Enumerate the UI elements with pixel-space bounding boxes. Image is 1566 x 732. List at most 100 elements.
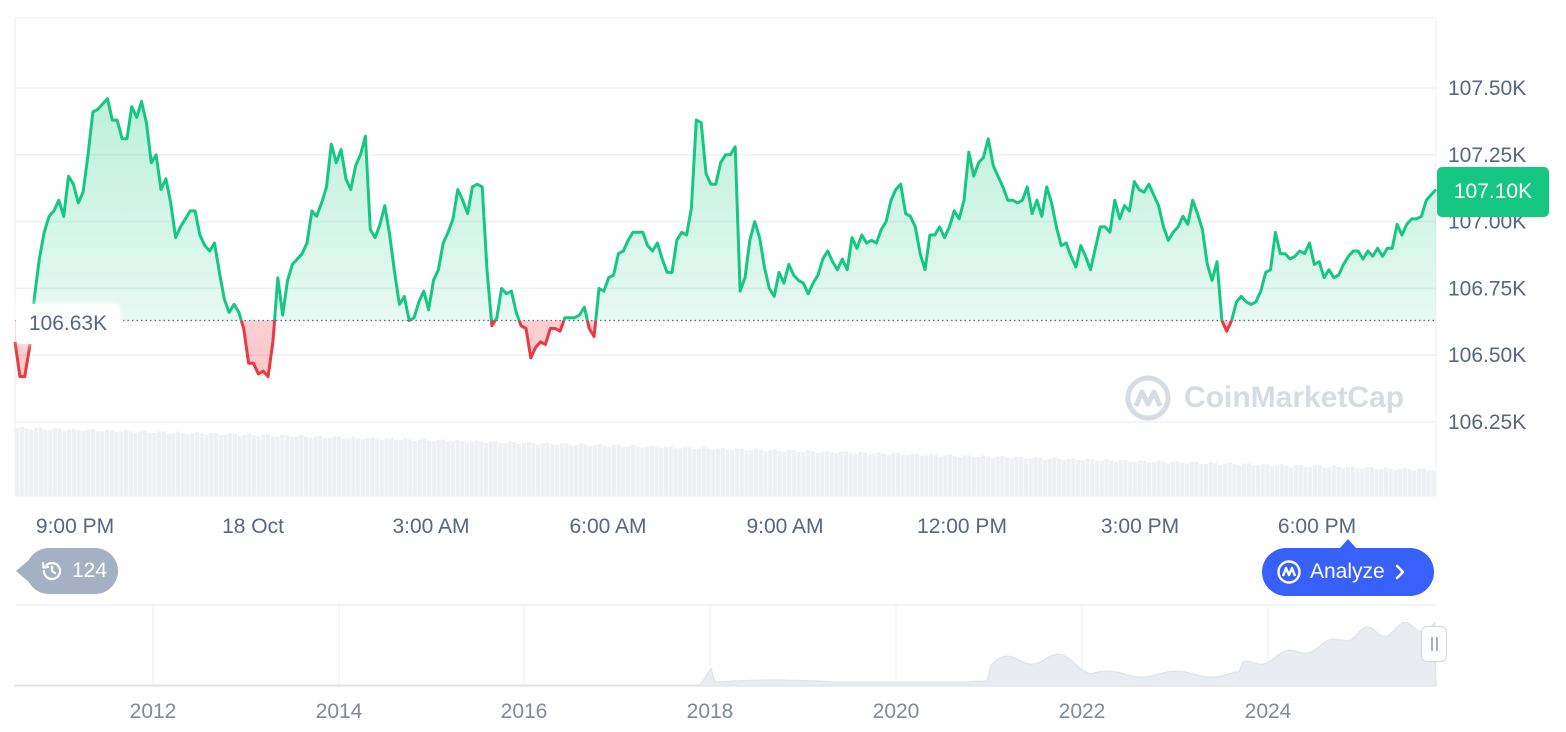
volume-bar (1213, 463, 1218, 496)
volume-bar (834, 453, 839, 496)
volume-bar (483, 443, 489, 496)
volume-bar (1052, 457, 1057, 496)
analyze-button[interactable]: Analyze (1262, 539, 1434, 596)
volume-bar (592, 445, 598, 496)
volume-bar (668, 446, 673, 496)
navigator-year-label: 2016 (501, 700, 548, 723)
volume-bar (1184, 463, 1190, 496)
volume-bar (621, 446, 626, 496)
volume-bar (782, 451, 787, 496)
volume-bar (531, 443, 536, 496)
volume-bar (791, 450, 796, 496)
navigator[interactable]: 2012 2014 2016 2018 2020 2022 2024 (14, 604, 1437, 723)
volume-bar (38, 427, 43, 496)
volume-bar (1099, 460, 1104, 496)
volume-bar (384, 438, 389, 496)
volume-bar (607, 446, 612, 496)
volume-bar (247, 433, 252, 496)
volume-bar (573, 445, 579, 496)
volume-bar (43, 429, 48, 496)
x-tick-label: 6:00 PM (1278, 515, 1356, 538)
navigator-year-label: 2022 (1059, 700, 1106, 723)
volume-bar (303, 436, 309, 496)
volume-bar (512, 442, 517, 496)
volume-bar (559, 443, 564, 496)
volume-bar (460, 440, 465, 496)
volume-bar (86, 429, 91, 496)
volume-bar (957, 456, 962, 496)
volume-bar (924, 455, 929, 496)
volume-bar (1393, 469, 1398, 496)
y-tick-label: 106.50K (1448, 344, 1526, 367)
volume-bar (104, 429, 110, 496)
volume-bar (446, 441, 451, 496)
volume-bar (1284, 465, 1289, 496)
volume-bar (749, 450, 754, 496)
volume-bar (1417, 468, 1422, 496)
volume-bar (1132, 461, 1137, 496)
volume-bar (952, 456, 957, 496)
volume-bar (427, 440, 432, 496)
volume-bar (720, 447, 725, 496)
history-button[interactable]: 124 (16, 548, 118, 594)
volume-bar (701, 447, 706, 496)
volume-bar (365, 438, 370, 496)
volume-bar (905, 455, 910, 496)
volume-bar (228, 433, 233, 496)
range-handle-icon[interactable] (1421, 626, 1447, 662)
volume-bar (550, 444, 555, 496)
volume-bar (1094, 461, 1100, 496)
volume-bar (1128, 461, 1133, 496)
volume-bar (862, 452, 867, 496)
volume-bar (734, 448, 740, 496)
volume-bar (659, 448, 664, 496)
price-line-up (30, 97, 1438, 321)
reference-price-badge: 106.63K (16, 304, 120, 344)
volume-bar (678, 448, 683, 496)
volume-bar (554, 444, 560, 496)
volume-bar (1066, 458, 1071, 496)
volume-bar (474, 440, 479, 496)
volume-bar (412, 440, 418, 496)
volume-bar (706, 448, 711, 496)
volume-bar (578, 443, 583, 496)
volume-bar (1398, 468, 1403, 496)
volume-bar (161, 431, 166, 496)
volume-bar (626, 446, 631, 496)
volume-bar (218, 434, 223, 496)
volume-bar (517, 443, 522, 496)
volume-bar (199, 433, 204, 496)
y-tick-label: 107.25K (1448, 144, 1526, 167)
volume-bar (251, 435, 256, 496)
volume-bar (611, 444, 616, 496)
volume-bar (744, 450, 749, 496)
volume-bar (1057, 458, 1062, 496)
volume-bar (1369, 467, 1374, 496)
volume-bar (266, 434, 271, 496)
volume-bar (190, 433, 195, 496)
volume-bar (1274, 465, 1280, 496)
volume-bar (71, 428, 76, 496)
volume-bar (1109, 460, 1114, 496)
volume-bar (545, 442, 550, 496)
volume-bar (57, 428, 62, 496)
volume-bar (877, 452, 882, 496)
y-tick-label: 106.75K (1448, 277, 1526, 300)
x-tick-label: 3:00 AM (392, 515, 469, 538)
volume-bar (507, 441, 512, 496)
volume-bar (128, 431, 133, 496)
volume-bar (67, 429, 72, 496)
volume-bar (1085, 458, 1090, 496)
volume-bar (100, 431, 105, 496)
x-tick-label: 18 Oct (222, 515, 284, 538)
volume-bar (810, 451, 815, 496)
volume-bar (1279, 464, 1284, 496)
volume-bar (1350, 466, 1355, 496)
volume-bar (1327, 467, 1332, 496)
volume-bar (1412, 470, 1417, 496)
navigator-area (14, 620, 1437, 687)
volume-bar (76, 429, 81, 496)
volume-bar (858, 451, 863, 496)
y-tick-label: 107.50K (1448, 77, 1526, 100)
volume-bar (1004, 457, 1010, 496)
